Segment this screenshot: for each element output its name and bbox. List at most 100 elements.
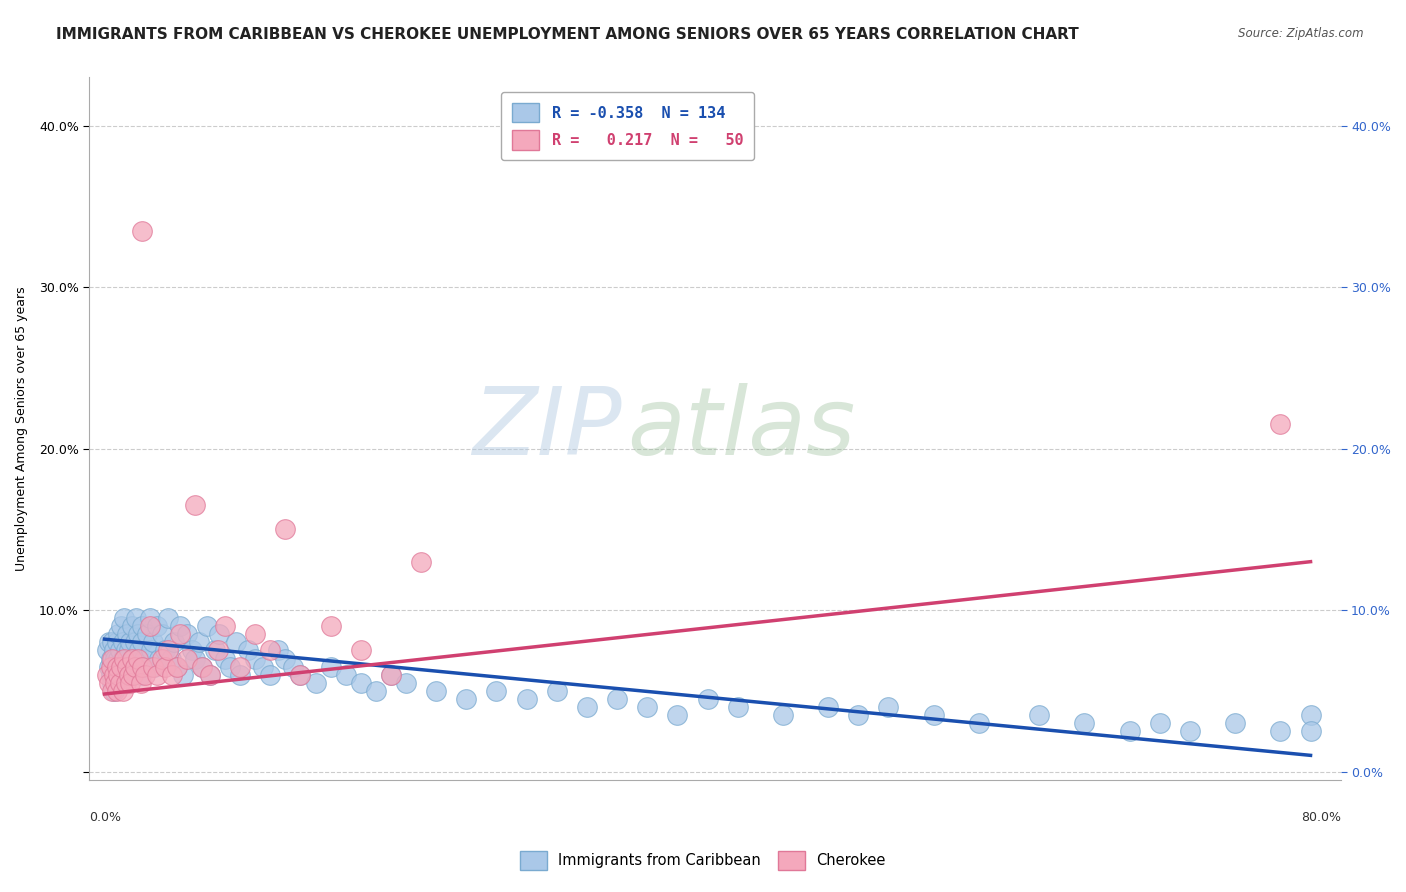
Point [218,659,240,673]
Point [125,611,148,625]
Point [184,651,207,665]
Point [245,651,267,665]
Point [1299,708,1322,723]
Point [169,619,191,633]
Point [188,635,211,649]
Point [110,667,132,681]
Point [96,667,118,681]
Point [172,667,194,681]
Point [846,708,869,723]
Y-axis label: Unemployment Among Seniors over 65 years: Unemployment Among Seniors over 65 years [15,286,28,571]
Point [350,643,373,657]
Point [104,651,127,665]
Point [817,700,839,714]
Point [153,643,176,657]
Point [274,522,297,536]
Point [131,635,153,649]
Point [335,667,357,681]
Point [877,700,900,714]
Legend: Immigrants from Caribbean, Cherokee: Immigrants from Caribbean, Cherokee [515,846,891,876]
Point [114,643,136,657]
Point [159,651,181,665]
Point [395,675,418,690]
Point [124,659,146,673]
Point [176,627,198,641]
Point [229,659,252,673]
Point [229,667,252,681]
Point [141,643,163,657]
Point [98,635,121,649]
Point [208,627,231,641]
Point [380,667,402,681]
Point [245,627,267,641]
Point [112,659,135,673]
Point [184,498,207,512]
Point [181,643,204,657]
Point [166,659,188,673]
Point [112,611,135,625]
Point [575,700,598,714]
Point [131,224,153,238]
Point [107,675,129,690]
Point [546,683,568,698]
Point [214,651,236,665]
Point [112,651,135,665]
Point [117,667,139,681]
Point [146,667,169,681]
Point [1270,417,1292,432]
Point [207,643,229,657]
Point [98,659,121,673]
Point [380,667,402,681]
Point [319,619,342,633]
Point [121,619,143,633]
Point [1028,708,1050,723]
Point [1178,724,1201,739]
Point [129,667,152,681]
Point [162,667,184,681]
Point [128,643,150,657]
Point [98,675,121,690]
Point [204,643,226,657]
Point [259,643,281,657]
Point [176,651,198,665]
Point [236,643,259,657]
Point [142,635,165,649]
Point [103,643,125,657]
Text: 80.0%: 80.0% [1301,811,1341,824]
Point [96,643,118,657]
Point [135,627,157,641]
Point [111,635,134,649]
Point [115,659,138,673]
Point [290,667,312,681]
Point [110,619,132,633]
Point [122,667,145,681]
Point [169,627,191,641]
Point [127,651,149,665]
Point [104,675,127,690]
Point [132,651,155,665]
Point [1299,724,1322,739]
Point [103,683,125,698]
Point [666,708,689,723]
Point [129,675,152,690]
Point [101,659,124,673]
Text: ZIP: ZIP [471,383,621,474]
Point [195,619,218,633]
Point [696,691,718,706]
Point [120,675,142,690]
Point [134,667,156,681]
Point [114,675,136,690]
Point [153,659,176,673]
Point [138,619,160,633]
Point [350,675,373,690]
Point [146,619,169,633]
Point [107,651,129,665]
Point [198,667,221,681]
Point [191,659,214,673]
Point [319,659,342,673]
Point [191,659,214,673]
Point [124,659,146,673]
Point [166,659,188,673]
Point [107,627,129,641]
Point [290,667,312,681]
